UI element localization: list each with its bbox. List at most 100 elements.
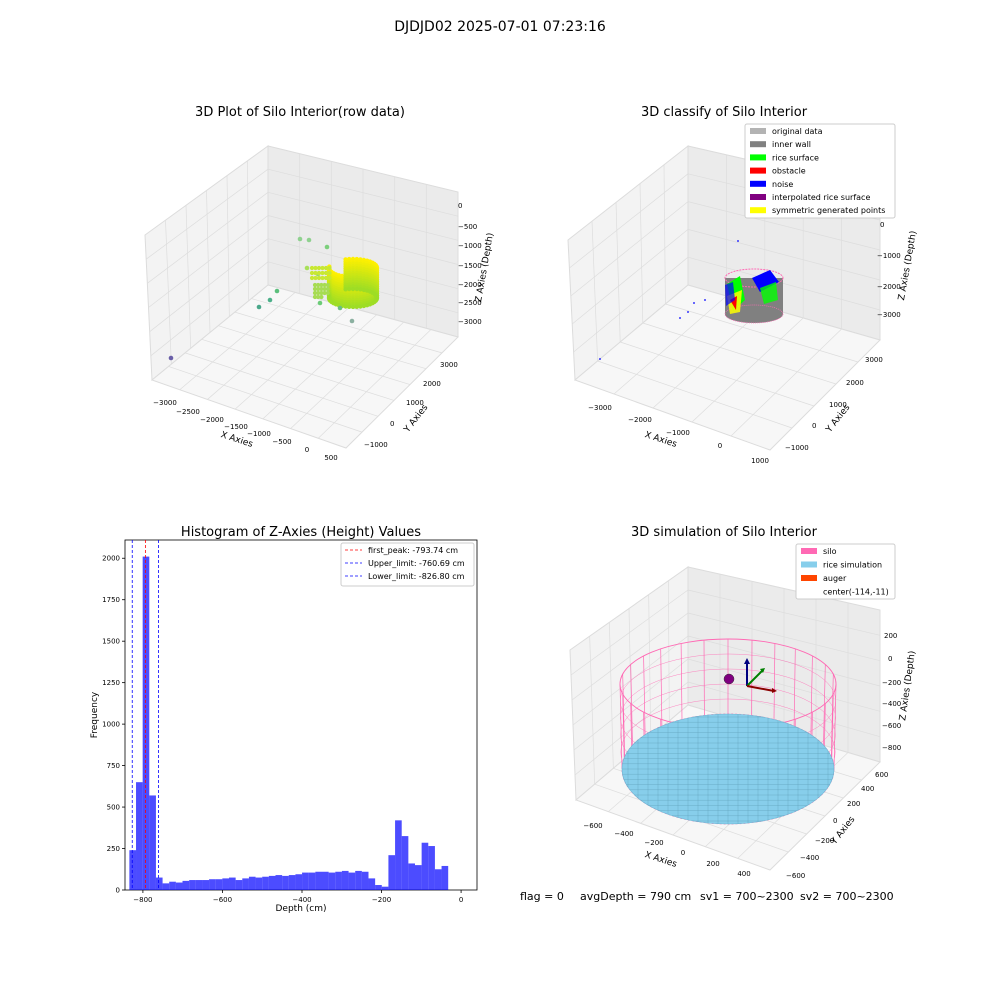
x-tick-labels: −3000 −2000 −1000 0 1000: [588, 404, 769, 465]
raw-point: [354, 286, 359, 292]
raw-point: [319, 282, 324, 288]
noise-point: [693, 302, 695, 304]
auger: [723, 658, 777, 693]
raw-point: [319, 290, 324, 296]
raw-point: [256, 304, 262, 310]
z-tick-label: 0: [888, 655, 892, 663]
y-tick-label: −1000: [785, 444, 809, 452]
legend-label: inner wall: [772, 140, 811, 149]
grid-line: [185, 352, 379, 417]
rice-surface-points: [760, 282, 778, 304]
raw-point: [316, 294, 321, 300]
y-tick-label: 600: [875, 771, 888, 779]
x-tick-label: −1000: [247, 430, 271, 438]
histogram-bar: [295, 874, 303, 890]
raw-point: [358, 304, 363, 309]
sv2-text: sv2 = 700~2300: [800, 890, 894, 903]
noise-point: [704, 299, 706, 301]
legend-label: rice surface: [772, 153, 819, 162]
silo-strut: [643, 655, 646, 735]
y-tick-label: −200: [815, 837, 834, 845]
z-tick-label: −800: [882, 744, 901, 752]
z-tick-label: −3000: [877, 311, 901, 319]
histogram-bar: [328, 872, 336, 890]
histogram-bar: [149, 795, 156, 890]
status-footer: flag = 0 avgDepth = 790 cm sv1 = 700~230…: [520, 890, 894, 903]
z-tick-label: −2000: [877, 283, 901, 291]
grid-line: [663, 164, 666, 305]
grid-line: [569, 173, 689, 269]
y-axis-label: Y Axies: [402, 403, 431, 436]
grid-line: [571, 229, 689, 325]
y-tick-label: 3000: [440, 361, 458, 369]
raw-point: [325, 290, 330, 296]
histogram-bar: [215, 879, 223, 890]
raw-point: [358, 287, 363, 292]
grid-line: [687, 681, 881, 738]
rice-mesh: [622, 714, 834, 824]
z-tick-label: 200: [884, 632, 897, 640]
x-tick-label: 0: [459, 896, 463, 904]
z-tick-label: 0: [880, 221, 884, 229]
y-tick-label: 200: [847, 800, 860, 808]
raw-point: [316, 286, 321, 292]
legend-label: original data: [772, 127, 823, 136]
raw-point: [325, 286, 330, 292]
grid-line: [591, 221, 598, 362]
histogram-bar: [262, 876, 269, 890]
z-tick-label: −600: [882, 722, 901, 730]
raw-point: [327, 265, 332, 271]
reference-lines: [131, 540, 159, 890]
grid-line: [218, 325, 411, 385]
histogram-bar: [308, 872, 316, 890]
raw-point: [322, 286, 327, 292]
grid-line: [620, 341, 815, 407]
z-tick-labels: 200 0 −200 −400 −600 −800: [882, 632, 901, 752]
legend-label: symmetric generated points: [772, 206, 885, 215]
raw-point: [297, 236, 303, 242]
auger-marker: [723, 673, 735, 685]
raw-point: [309, 275, 315, 281]
panel-histogram: Histogram of Z-Axies (Height) Values −80…: [90, 525, 478, 914]
x-axis-label: Depth (cm): [275, 904, 326, 914]
grid-line: [150, 261, 269, 357]
raw-point: [316, 290, 321, 296]
raw-point: [322, 290, 327, 296]
auger-axis-y: [746, 669, 764, 687]
z-tick-label: −2500: [458, 299, 482, 307]
y-ticks: 0 250 500 750 1000 1250 1500 1750 2000: [102, 555, 125, 895]
legend-swatch: [750, 167, 766, 174]
y-tick-label: 250: [107, 845, 120, 853]
z-axis-label: Z Axies (Depth): [897, 230, 919, 301]
noise-scatter: [599, 240, 739, 360]
grid-line: [570, 201, 689, 297]
histogram-bar: [288, 875, 296, 890]
legend-label: interpolated rice surface: [772, 193, 870, 202]
avg-depth-text: avgDepth = 790 cm: [580, 890, 691, 903]
raw-point: [316, 270, 322, 276]
raw-point: [350, 286, 356, 292]
histogram-title: Histogram of Z-Axies (Height) Values: [181, 525, 421, 540]
x-tick-label: −600: [583, 822, 602, 830]
z-tick-label: −1500: [458, 262, 482, 270]
x-tick-label: −1000: [666, 429, 690, 437]
grid-line: [179, 292, 296, 390]
legend-label: obstacle: [772, 167, 806, 176]
silo-strut: [793, 648, 796, 727]
grid-line: [687, 229, 881, 281]
histogram-bar: [275, 875, 283, 890]
y-tick-label: 2000: [423, 380, 441, 388]
histogram-bar: [368, 878, 376, 890]
panel-simulation-3d: 3D simulation of Silo Interior silo rice …: [569, 525, 918, 880]
x-tick-label: −600: [213, 896, 232, 904]
grid-line: [642, 322, 837, 385]
histogram-bar: [421, 842, 429, 890]
legend-swatch: [801, 575, 817, 581]
x-tick-label: −3000: [153, 399, 177, 407]
legend-swatch: [750, 207, 766, 214]
grid-line: [234, 311, 427, 370]
raw-point: [374, 294, 379, 299]
raw-point: [324, 244, 330, 250]
raw-point: [327, 275, 332, 281]
